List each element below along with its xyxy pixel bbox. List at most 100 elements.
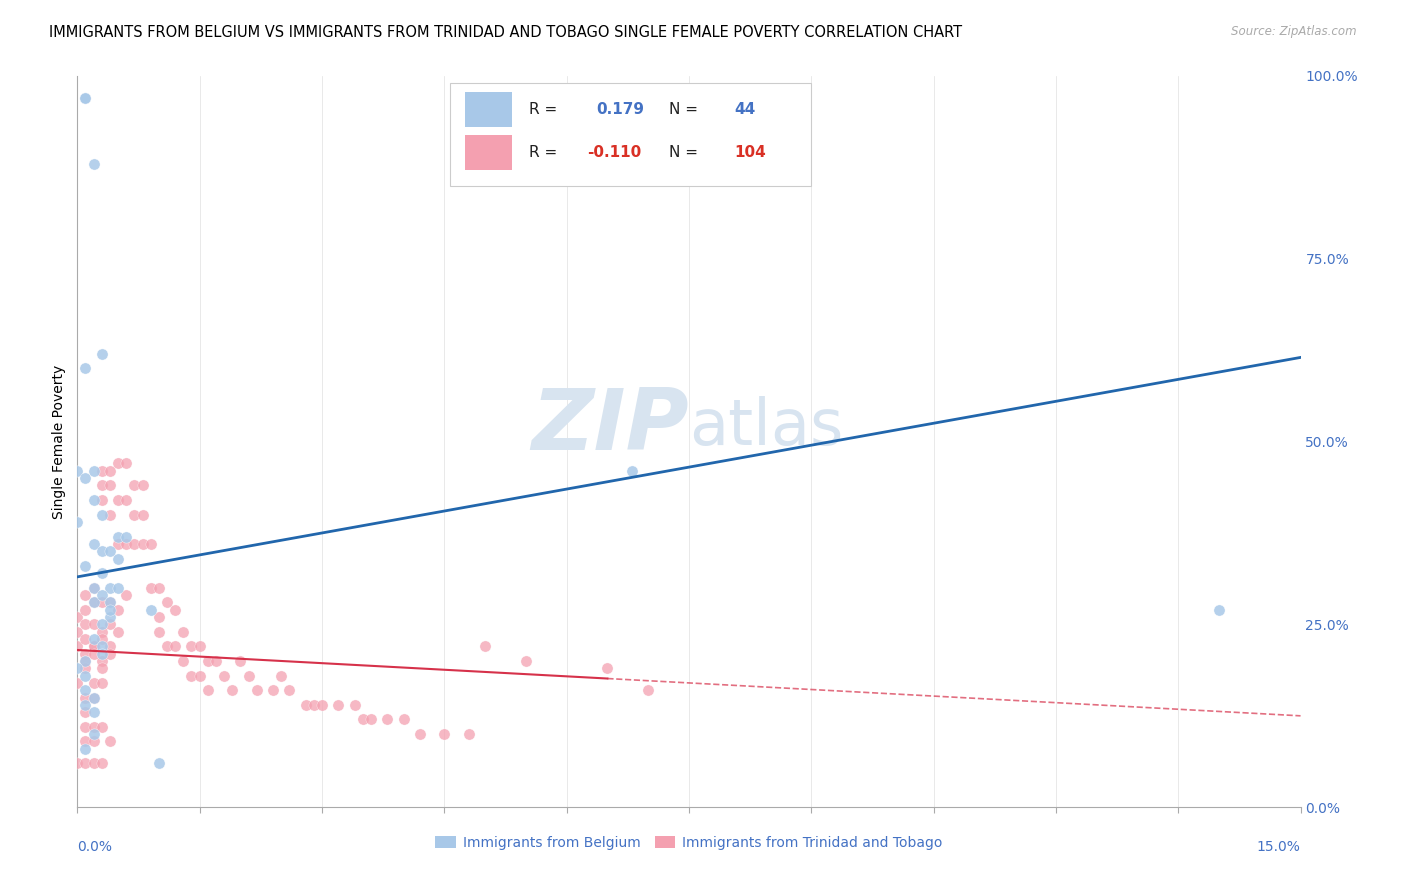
Point (180, 668, 202, 682)
Point (90, 661, 112, 675)
Point (270, 668, 292, 682)
Point (246, 683, 269, 698)
Point (75, 632, 97, 646)
Point (197, 683, 219, 698)
Point (115, 530, 138, 544)
Point (1208, 603, 1230, 617)
Point (172, 654, 194, 668)
Point (83, 581, 105, 595)
Text: atlas: atlas (689, 396, 844, 458)
Point (637, 683, 659, 698)
Point (66, 661, 89, 675)
Text: 15.0%: 15.0% (1257, 840, 1301, 855)
Text: 0.0%: 0.0% (77, 840, 112, 855)
Point (90, 464, 112, 478)
Point (90, 720, 112, 734)
Point (90, 624, 112, 639)
Point (474, 640, 496, 654)
Point (294, 698, 316, 712)
Point (139, 603, 162, 617)
Point (131, 478, 153, 492)
Point (148, 610, 170, 624)
Point (66, 624, 89, 639)
Point (360, 713, 382, 727)
Point (98, 478, 121, 492)
Point (124, 537, 146, 551)
Text: R =: R = (529, 102, 562, 117)
Point (115, 588, 138, 602)
Point (98, 544, 121, 558)
Point (75, 668, 97, 682)
Point (107, 537, 129, 551)
Point (83, 464, 105, 478)
Point (90, 595, 112, 609)
Point (75, 471, 97, 485)
Point (98, 464, 121, 478)
Point (83, 720, 105, 734)
Point (98, 647, 121, 661)
Point (409, 727, 432, 741)
Point (75, 647, 97, 661)
Point (83, 640, 105, 654)
Point (83, 493, 105, 508)
FancyBboxPatch shape (465, 135, 512, 170)
Point (66, 756, 89, 771)
Point (107, 530, 129, 544)
Point (302, 698, 325, 712)
Y-axis label: Single Female Poverty: Single Female Poverty (52, 365, 66, 518)
Point (124, 508, 146, 522)
Point (75, 361, 97, 376)
Point (115, 457, 138, 471)
Point (107, 603, 129, 617)
Point (352, 713, 374, 727)
Point (620, 464, 643, 478)
Point (115, 537, 138, 551)
Point (107, 624, 129, 639)
Point (90, 756, 112, 771)
Point (83, 756, 105, 771)
Point (83, 676, 105, 690)
Point (343, 698, 366, 712)
Point (596, 661, 619, 675)
Point (75, 654, 97, 668)
Point (98, 617, 121, 632)
Point (433, 727, 456, 741)
Point (90, 617, 112, 632)
Point (83, 595, 105, 609)
Point (83, 727, 105, 741)
Point (83, 156, 105, 170)
Point (75, 705, 97, 719)
Point (83, 690, 105, 705)
Point (98, 603, 121, 617)
Point (75, 698, 97, 712)
Point (90, 478, 112, 492)
Point (83, 537, 105, 551)
Text: 104: 104 (734, 145, 766, 161)
Point (66, 515, 89, 529)
FancyBboxPatch shape (465, 92, 512, 127)
Point (90, 640, 112, 654)
Point (83, 581, 105, 595)
Point (66, 676, 89, 690)
Point (83, 690, 105, 705)
Point (90, 632, 112, 646)
Text: 0.179: 0.179 (596, 102, 644, 117)
Point (75, 617, 97, 632)
Text: ZIP: ZIP (531, 385, 689, 468)
Point (90, 566, 112, 581)
Point (392, 713, 415, 727)
Point (156, 640, 179, 654)
Point (83, 705, 105, 719)
Point (205, 654, 228, 668)
Point (375, 713, 398, 727)
Point (212, 668, 235, 682)
Text: N =: N = (669, 102, 703, 117)
Text: Source: ZipAtlas.com: Source: ZipAtlas.com (1232, 25, 1357, 38)
Point (90, 493, 112, 508)
Point (66, 640, 89, 654)
Point (98, 581, 121, 595)
Point (148, 756, 170, 771)
Point (139, 581, 162, 595)
Point (148, 581, 170, 595)
Point (75, 558, 97, 573)
